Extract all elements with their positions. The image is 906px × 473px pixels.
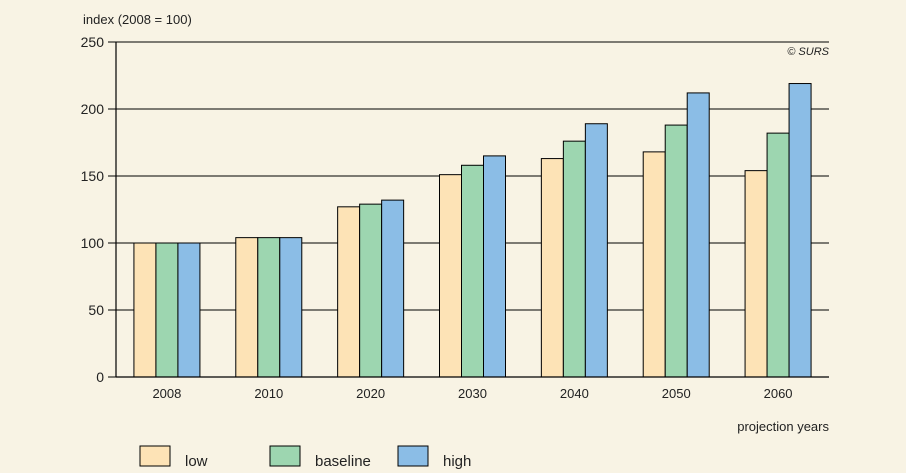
y-tick-label: 50 xyxy=(88,302,104,318)
bar-low-2050 xyxy=(642,151,666,378)
y-tick-label: 150 xyxy=(81,168,105,184)
legend: low baseline high xyxy=(139,445,471,470)
x-category-label: 2050 xyxy=(662,386,691,401)
bar-low-2020 xyxy=(337,206,361,378)
bar-high-2040 xyxy=(584,123,608,378)
legend-swatch-high xyxy=(397,445,429,467)
bar-high-2008 xyxy=(177,242,201,378)
legend-label-baseline: baseline xyxy=(315,453,371,470)
y-axis-title: index (2008 = 100) xyxy=(83,12,192,27)
source-credit: © SURS xyxy=(787,46,829,58)
bar-baseline-2040 xyxy=(562,140,586,378)
bar-low-2030 xyxy=(439,174,462,378)
bar-baseline-2020 xyxy=(359,203,383,378)
bar-high-2060 xyxy=(788,83,812,378)
bar-baseline-2008 xyxy=(155,242,179,378)
legend-label-low: low xyxy=(185,453,208,470)
bar-high-2020 xyxy=(381,199,405,378)
bars xyxy=(133,83,812,378)
y-tick-label: 200 xyxy=(81,101,105,117)
x-category-labels: 2008 2010 2020 2030 2040 2050 2060 xyxy=(152,386,792,401)
bar-low-2010 xyxy=(235,237,259,378)
x-category-label: 2010 xyxy=(254,386,283,401)
x-category-label: 2040 xyxy=(560,386,589,401)
axes xyxy=(108,41,829,378)
x-category-label: 2030 xyxy=(458,386,487,401)
y-tick-labels: 0 50 100 150 200 250 xyxy=(81,34,105,385)
bar-low-2008 xyxy=(133,242,157,378)
y-tick-label: 100 xyxy=(81,235,105,251)
bar-high-2030 xyxy=(483,155,506,378)
bar-baseline-2010 xyxy=(257,237,281,378)
y-tick-label: 250 xyxy=(81,34,105,50)
bar-baseline-2060 xyxy=(766,132,790,378)
x-category-label: 2008 xyxy=(152,386,181,401)
bar-high-2010 xyxy=(279,237,303,378)
legend-swatch-baseline xyxy=(269,445,301,467)
bar-low-2040 xyxy=(540,158,564,378)
bar-baseline-2030 xyxy=(461,164,484,378)
x-category-label: 2060 xyxy=(764,386,793,401)
bar-baseline-2050 xyxy=(664,124,688,378)
legend-label-high: high xyxy=(443,453,471,470)
legend-swatch-low xyxy=(139,445,171,467)
bar-low-2060 xyxy=(744,170,768,378)
y-tick-label: 0 xyxy=(96,369,104,385)
x-category-label: 2020 xyxy=(356,386,385,401)
x-axis-title: projection years xyxy=(737,419,829,434)
bar-high-2050 xyxy=(686,92,710,378)
